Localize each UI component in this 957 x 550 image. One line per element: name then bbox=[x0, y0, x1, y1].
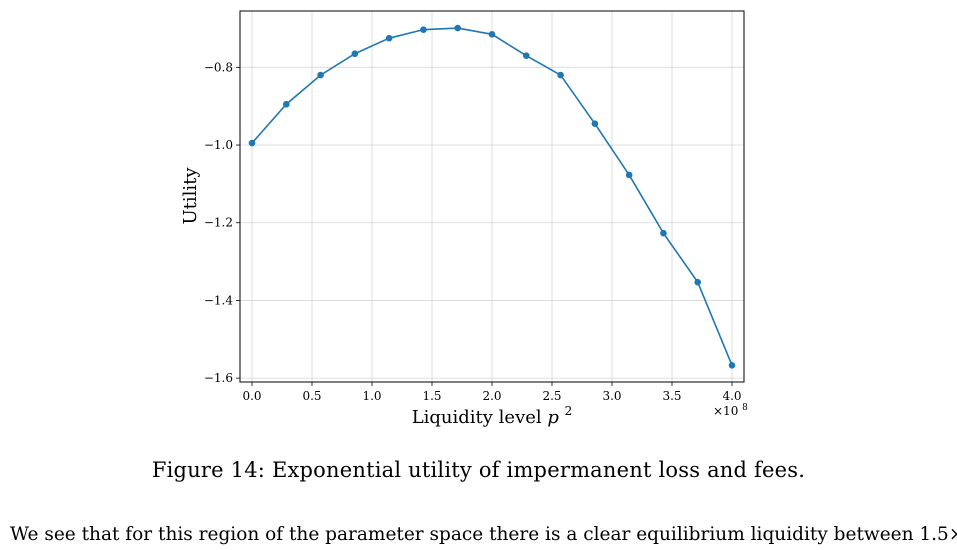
data-point bbox=[488, 31, 496, 38]
x-axis-multiplier: ×10 8 bbox=[713, 403, 748, 418]
data-point bbox=[660, 229, 667, 237]
data-point bbox=[282, 100, 290, 108]
y-tick-label: −1.6 bbox=[204, 371, 233, 385]
y-tick-label: −1.4 bbox=[204, 293, 234, 307]
y-axis-label: Utility bbox=[180, 167, 201, 225]
y-tick-label: −1.2 bbox=[204, 216, 233, 230]
x-tick-label: 1.0 bbox=[362, 389, 381, 403]
x-tick-label: 2.5 bbox=[542, 389, 561, 403]
figure-caption: Figure 14: Exponential utility of imperm… bbox=[151, 458, 806, 482]
x-axis-label: Liquidity level p 2 bbox=[412, 404, 573, 428]
x-tick-label: 3.5 bbox=[662, 389, 681, 403]
axis-ticks bbox=[236, 66, 733, 386]
x-tick-label: 0.5 bbox=[302, 389, 321, 403]
data-point bbox=[351, 50, 359, 58]
data-point bbox=[557, 71, 564, 79]
utility-chart: 0.0 0.5 1.0 1.5 2.0 2.5 3.0 3.5 4.0 −1.6 −1.4 −1.2 −… bbox=[180, 10, 748, 428]
x-tick-label: 2.0 bbox=[482, 389, 501, 403]
data-point bbox=[591, 120, 599, 127]
data-point bbox=[728, 361, 736, 369]
data-point bbox=[694, 278, 702, 286]
body-text-times: × bbox=[948, 524, 957, 546]
x-tick-label: 1.5 bbox=[422, 389, 441, 403]
grid-lines bbox=[240, 11, 744, 382]
data-point bbox=[454, 24, 462, 32]
data-point bbox=[625, 171, 633, 179]
y-tick-label: −0.8 bbox=[204, 60, 233, 74]
data-point bbox=[420, 26, 427, 33]
tick-labels: 0.0 0.5 1.0 1.5 2.0 2.5 3.0 3.5 4.0 −1.6 −1.4 −1.2 −… bbox=[204, 60, 742, 403]
x-tick-label: 0.0 bbox=[242, 389, 261, 403]
data-point bbox=[248, 139, 256, 147]
body-paragraph: We see that for this region of the param… bbox=[10, 522, 957, 546]
x-tick-label: 3.0 bbox=[602, 389, 621, 403]
data-point bbox=[522, 52, 530, 59]
series-utility bbox=[248, 24, 736, 369]
x-tick-label: 4.0 bbox=[722, 389, 741, 403]
data-point bbox=[317, 71, 324, 79]
body-text-main: We see that for this region of the param… bbox=[10, 524, 949, 546]
y-tick-label: −1.0 bbox=[204, 138, 233, 152]
data-point bbox=[385, 34, 393, 42]
